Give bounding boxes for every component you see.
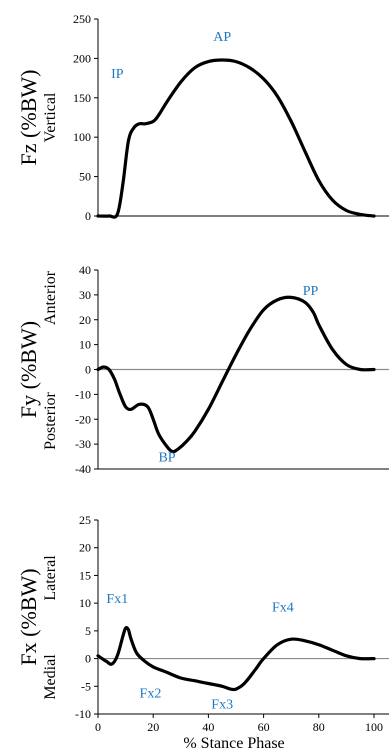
peak-annotation: BP bbox=[158, 451, 175, 466]
peak-annotation: Fx4 bbox=[272, 600, 294, 615]
peak-annotation: Fx3 bbox=[211, 697, 233, 712]
y-tick-label: 10 bbox=[79, 596, 91, 610]
panel-vertical-force: 0 50 100 150 200 250 Fz (%BW) Vertical IP AP bbox=[16, 12, 389, 223]
y-tick-label: 0 bbox=[85, 652, 91, 666]
y-tick-label: 25 bbox=[79, 513, 91, 527]
x-axis-label: % Stance Phase bbox=[183, 735, 284, 751]
y-tick-label: 0 bbox=[85, 363, 91, 377]
y-direction-label: Anterior bbox=[42, 270, 59, 325]
peak-annotation: PP bbox=[303, 284, 319, 299]
y-tick-label: 40 bbox=[79, 263, 91, 277]
y-tick-label: 200 bbox=[73, 51, 91, 65]
y-axis-label: Fz (%BW) bbox=[16, 70, 41, 166]
y-tick-label: 50 bbox=[79, 170, 91, 184]
y-tick-label: -40 bbox=[75, 462, 91, 476]
y-tick-label: 0 bbox=[85, 209, 91, 223]
x-tick-label: 60 bbox=[258, 720, 270, 734]
panel-mediolateral-force: -10 -5 0 5 10 15 20 25 0 20 40 60 80 100 Fx (%BW)Media… bbox=[16, 513, 389, 734]
y-tick-label: 150 bbox=[73, 91, 91, 105]
force-curve bbox=[96, 295, 376, 454]
force-curve bbox=[96, 626, 376, 692]
x-tick-label: 0 bbox=[95, 720, 101, 734]
y-tick-label: 20 bbox=[79, 313, 91, 327]
y-tick-label: 15 bbox=[79, 568, 91, 582]
y-tick-label: 30 bbox=[79, 288, 91, 302]
panel-anteroposterior-force: -40 -30 -20 -10 0 10 20 30 40 Fy (%BW)Posterior An… bbox=[16, 263, 389, 476]
peak-annotation: Fx1 bbox=[106, 592, 128, 607]
y-tick-label: -10 bbox=[75, 387, 91, 401]
y-direction-label: Medial bbox=[42, 654, 59, 700]
y-tick-label: 20 bbox=[79, 541, 91, 555]
y-tick-label: 100 bbox=[73, 130, 91, 144]
y-tick-label: -20 bbox=[75, 412, 91, 426]
peak-annotation: AP bbox=[213, 30, 231, 45]
y-axis-label: Fy (%BW) bbox=[16, 321, 41, 418]
force-curve bbox=[96, 58, 376, 219]
y-tick-label: 10 bbox=[79, 338, 91, 352]
x-tick-label: 20 bbox=[147, 720, 159, 734]
y-tick-label: 5 bbox=[85, 624, 91, 638]
x-tick-label: 80 bbox=[313, 720, 325, 734]
x-tick-label: 100 bbox=[365, 720, 383, 734]
y-direction-label: Lateral bbox=[42, 555, 59, 601]
y-tick-label: -30 bbox=[75, 437, 91, 451]
y-direction-label: Vertical bbox=[42, 92, 59, 142]
y-axis-label: Fx (%BW) bbox=[16, 568, 41, 665]
y-tick-label: -10 bbox=[75, 707, 91, 721]
x-tick-label: 40 bbox=[202, 720, 214, 734]
y-tick-label: 250 bbox=[73, 12, 91, 26]
peak-annotation: IP bbox=[111, 67, 124, 82]
y-direction-label: Posterior bbox=[42, 391, 59, 449]
peak-annotation: Fx2 bbox=[140, 686, 162, 701]
y-tick-label: -5 bbox=[81, 679, 91, 693]
